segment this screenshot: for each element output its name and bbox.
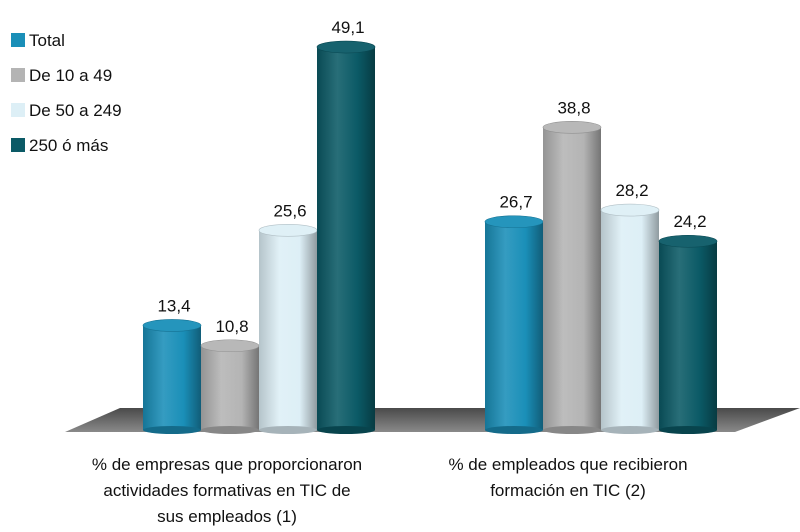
data-label: 24,2 xyxy=(673,212,706,231)
data-label: 49,1 xyxy=(331,18,364,37)
bar-base xyxy=(601,426,659,434)
bar-cap xyxy=(600,203,660,217)
bar-de-50-a-249-2 xyxy=(600,203,660,434)
bar-total-2 xyxy=(484,215,544,434)
bar-cap xyxy=(200,339,260,353)
legend-item-4: 250 ó más xyxy=(11,136,108,155)
legend-swatch xyxy=(11,138,25,152)
bar-base xyxy=(659,426,717,434)
bar-body xyxy=(143,325,201,430)
category-label: % de empresas que proporcionaron activida… xyxy=(92,455,362,526)
legend-swatch xyxy=(11,33,25,47)
bar-cap xyxy=(658,234,718,248)
bar-total-1 xyxy=(142,319,202,434)
data-label: 28,2 xyxy=(615,181,648,200)
bar-base xyxy=(259,426,317,434)
bar-cap xyxy=(542,121,602,134)
bar-base xyxy=(485,426,543,434)
legend-label: Total xyxy=(29,31,65,50)
bar-body xyxy=(601,210,659,430)
bar-body xyxy=(201,345,259,430)
bar-cap xyxy=(258,224,318,237)
legend-label: 250 ó más xyxy=(29,136,108,155)
legend-item-1: Total xyxy=(11,31,65,50)
bar-250-ó-más-1 xyxy=(316,40,376,434)
bar-body xyxy=(659,241,717,430)
legend-swatch xyxy=(11,68,25,82)
bar-body xyxy=(317,47,375,431)
legend-item-2: De 10 a 49 xyxy=(11,66,112,85)
legend-label: De 50 a 249 xyxy=(29,101,122,120)
bar-base xyxy=(317,426,375,434)
bar-de-50-a-249-1 xyxy=(258,224,318,434)
bar-base xyxy=(143,426,201,434)
data-label: 25,6 xyxy=(273,201,306,220)
data-label: 13,4 xyxy=(157,296,190,315)
bar-body xyxy=(485,221,543,430)
bar-de-10-a-49-1 xyxy=(200,339,260,434)
legend-swatch xyxy=(11,103,25,117)
data-label: 26,7 xyxy=(499,193,532,212)
category-label: % de empleados que recibieron formación e… xyxy=(448,455,687,500)
bar-base xyxy=(543,426,601,434)
bar-base xyxy=(201,426,259,434)
bar-250-ó-más-2 xyxy=(658,234,718,434)
bar-de-10-a-49-2 xyxy=(542,121,602,434)
data-label: 10,8 xyxy=(215,317,248,336)
bar-body xyxy=(259,230,317,430)
bar-cap xyxy=(316,40,376,54)
data-label: 38,8 xyxy=(557,98,590,117)
bar-cap xyxy=(484,215,544,229)
bar-body xyxy=(543,127,601,431)
bar-cap xyxy=(142,319,202,332)
legend-item-3: De 50 a 249 xyxy=(11,101,122,120)
legend-label: De 10 a 49 xyxy=(29,66,112,85)
